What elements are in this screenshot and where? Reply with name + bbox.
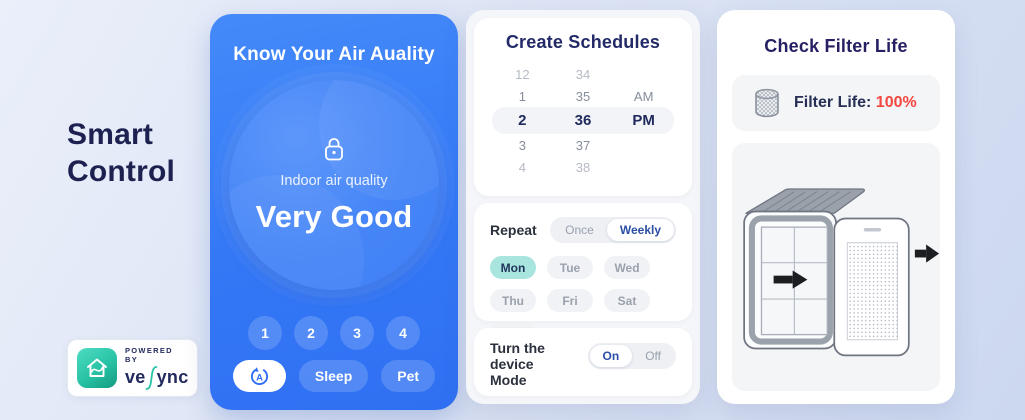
hour-option[interactable]: 12 [515, 66, 530, 82]
fan-speed-2-button[interactable]: 2 [294, 316, 328, 350]
time-picker-row[interactable]: 1 35 AM [492, 85, 674, 107]
hour-option[interactable]: 3 [518, 137, 526, 153]
day-pill-mon[interactable]: Mon [490, 256, 536, 279]
air-purifier-diagram [743, 188, 940, 357]
repeat-card: Repeat Once Weekly Mon Tue Wed Thu Fri S… [474, 203, 692, 345]
repeat-weekly-option[interactable]: Weekly [606, 219, 674, 241]
fan-speed-3-button[interactable]: 3 [340, 316, 374, 350]
minute-option[interactable]: 38 [575, 159, 591, 175]
filter-life-text: Filter Life: 100% [794, 94, 917, 112]
filter-replacement-illustration [732, 143, 940, 391]
air-quality-gauge: Indoor air quality Very Good [229, 80, 439, 290]
wordmark-prefix: ve [125, 367, 146, 387]
lock-icon [325, 138, 343, 161]
minute-option[interactable]: 34 [575, 66, 591, 82]
sleep-mode-button[interactable]: Sleep [298, 360, 369, 392]
mode-label: Mode [490, 372, 527, 388]
filter-panel-title: Check Filter Life [764, 36, 908, 56]
vesync-wordmark: ve ync [125, 365, 189, 391]
time-picker[interactable]: 12 34 1 35 AM 2 36 PM 3 37 4 38 [492, 63, 674, 178]
vesync-app-icon [77, 348, 117, 388]
filter-life-card: Filter Life: 100% [732, 75, 940, 131]
pet-mode-button[interactable]: Pet [381, 360, 436, 392]
fan-speed-4-button[interactable]: 4 [386, 316, 420, 350]
schedule-panel-title: Create Schedules [505, 32, 661, 52]
filter-cylinder-icon [755, 88, 779, 118]
meridiem-option[interactable]: AM [633, 88, 654, 104]
schedule-panel: Create Schedules 12 34 1 35 AM 2 36 PM 3… [466, 10, 700, 404]
auto-mode-icon: A [250, 366, 268, 385]
time-picker-row[interactable]: 3 37 [492, 134, 674, 156]
repeat-label: Repeat [490, 222, 537, 238]
power-on-option[interactable]: On [589, 345, 633, 367]
hour-option-selected[interactable]: 2 [518, 112, 527, 129]
hour-option[interactable]: 4 [518, 159, 526, 175]
time-picker-card: Create Schedules 12 34 1 35 AM 2 36 PM 3… [474, 18, 692, 196]
mode-row: A Sleep Pet [232, 360, 436, 392]
minute-option[interactable]: 35 [575, 88, 591, 104]
time-picker-row[interactable]: 12 34 [492, 63, 674, 85]
turn-device-label: Turn the device [490, 340, 545, 372]
page-title-line1: Smart [67, 118, 154, 151]
powered-by-label: POWERED BY [125, 345, 173, 364]
minute-option[interactable]: 37 [575, 137, 591, 153]
page-title: Smart Control [67, 116, 175, 190]
time-picker-row[interactable]: 4 38 [492, 156, 674, 178]
svg-text:A: A [256, 372, 263, 383]
power-off-option[interactable]: Off [645, 349, 661, 363]
time-picker-selected-row[interactable]: 2 36 PM [492, 107, 674, 134]
wordmark-curve-icon [145, 365, 158, 390]
day-pill-tue[interactable]: Tue [547, 256, 593, 279]
fan-speed-row: 1 2 3 4 [248, 316, 420, 350]
device-power-card: Turn the device On Off Mode [474, 328, 692, 396]
day-pill-wed[interactable]: Wed [604, 256, 650, 279]
day-pill-fri[interactable]: Fri [547, 289, 593, 312]
air-panel-title: Know Your Air Auality [233, 44, 435, 65]
arrow-right-icon [914, 244, 940, 263]
gauge-value: Very Good [255, 199, 413, 234]
arrow-right-icon [773, 270, 808, 289]
power-segmented-control: On Off [587, 343, 676, 369]
air-quality-panel: Know Your Air Auality Indoor air quality… [210, 14, 458, 410]
wordmark-suffix: ync [156, 367, 189, 387]
day-pill-sat[interactable]: Sat [604, 289, 650, 312]
repeat-segmented-control: Once Weekly [550, 217, 676, 243]
filter-life-label: Filter Life: [794, 94, 872, 111]
page-title-line2: Control [67, 155, 176, 188]
meridiem-option-selected[interactable]: PM [632, 112, 655, 129]
gauge-label: Indoor air quality [280, 173, 388, 189]
fan-speed-1-button[interactable]: 1 [248, 316, 282, 350]
minute-option-selected[interactable]: 36 [574, 112, 592, 129]
day-pill-thu[interactable]: Thu [490, 289, 536, 312]
filter-life-panel: Check Filter Life Filter Life: 100% [717, 10, 955, 404]
vesync-powered-badge: POWERED BY ve ync [67, 339, 198, 397]
hour-option[interactable]: 1 [518, 88, 526, 104]
vesync-wordmark-block: POWERED BY ve ync [125, 346, 189, 391]
auto-mode-button[interactable]: A [232, 360, 286, 392]
repeat-once-option[interactable]: Once [565, 223, 594, 237]
filter-life-value: 100% [875, 94, 917, 111]
